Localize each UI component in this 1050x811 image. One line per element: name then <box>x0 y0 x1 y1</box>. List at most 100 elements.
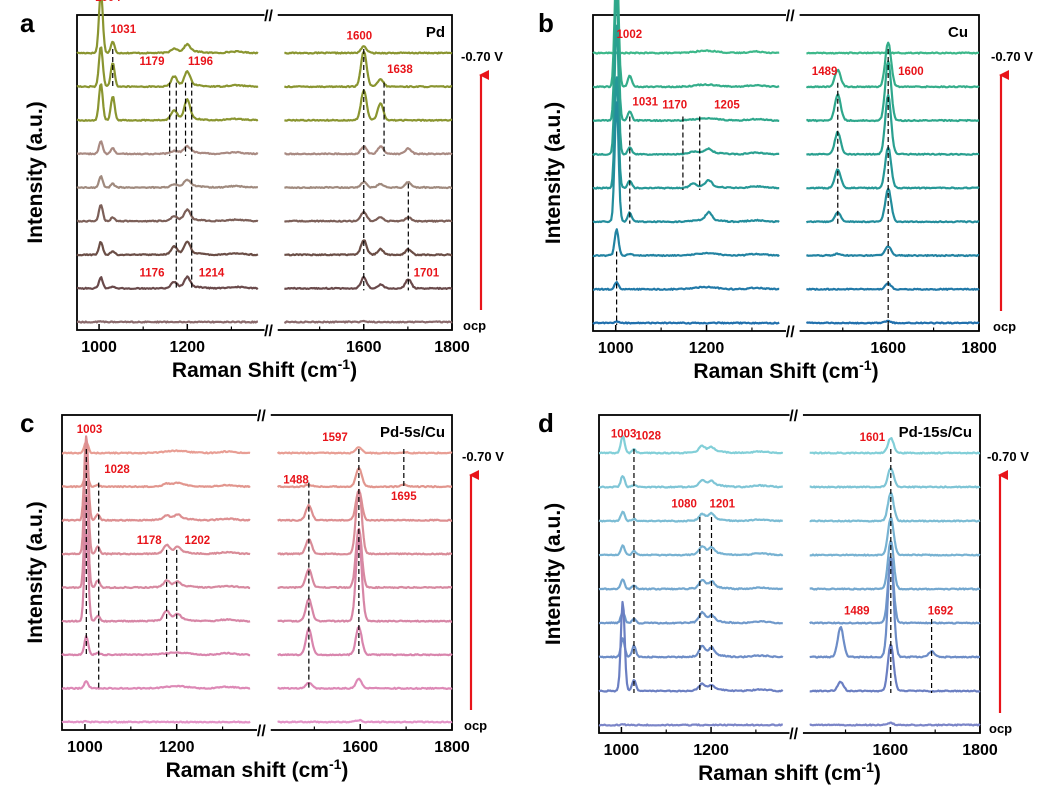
break-symbol-top: // <box>786 8 795 25</box>
panel-letter-b: b <box>538 8 554 38</box>
spectrum-b-row-6-seg-1 <box>806 245 980 258</box>
peak-label-d-5: 1489 <box>844 606 870 618</box>
break-symbol-bottom: // <box>789 726 798 743</box>
spectrum-b-row-3-seg-1 <box>806 93 980 156</box>
spectrum-a-row-4-seg-0 <box>76 175 258 190</box>
break-symbol-bottom: // <box>264 323 273 340</box>
peak-label-c-0: 1003 <box>77 424 103 436</box>
potential-bottom-label: ocp <box>993 319 1016 334</box>
spectrum-a-row-6-seg-0 <box>76 240 259 257</box>
peak-label-d-2: 1080 <box>671 498 697 510</box>
panel-c: c Intensity (a.u.) Raman shift (cm-1) Pd… <box>20 408 504 782</box>
xlabel-d: Raman shift (cm-1) <box>698 759 881 785</box>
spectrum-c-row-2-seg-1 <box>277 490 453 522</box>
x-tick-label: 1800 <box>962 742 998 759</box>
peak-label-b-3: 1205 <box>714 100 740 112</box>
x-tick-label: 1600 <box>870 340 906 357</box>
panel-letter-c: c <box>20 408 34 438</box>
panel-title-d: Pd-15s/Cu <box>899 424 972 441</box>
x-tick-label: 1200 <box>159 739 195 756</box>
peak-label-a-3: 1196 <box>188 56 213 68</box>
spectrum-d-row-4-seg-1 <box>809 540 981 591</box>
spectrum-b-row-3-seg-0 <box>592 24 780 156</box>
spectrum-a-row-8-seg-1 <box>283 319 453 324</box>
spectrum-b-row-8-seg-0 <box>592 320 780 325</box>
axis-break-gap <box>257 409 271 736</box>
axis-break-gap <box>789 409 803 739</box>
spectrum-b-row-7-seg-1 <box>806 282 980 291</box>
ylabel-c: Intensity (a.u.) <box>24 501 47 643</box>
spectrum-d-row-6-seg-1 <box>809 556 980 659</box>
x-tick-label: 1800 <box>434 339 470 356</box>
peak-label-a-4: 1600 <box>347 31 373 43</box>
spectrum-d-row-8-seg-1 <box>809 721 981 727</box>
ylabel-b: Intensity (a.u.) <box>542 102 565 244</box>
potential-bottom-label: ocp <box>464 718 487 733</box>
spectrum-d-row-3-seg-1 <box>809 517 981 557</box>
spectrum-c-row-2-seg-0 <box>61 435 251 522</box>
spectrum-c-row-0-seg-0 <box>61 440 251 455</box>
peak-label-c-1: 1028 <box>104 464 130 476</box>
spectrum-b-row-1-seg-0 <box>592 0 780 89</box>
x-tick-label: 1600 <box>346 339 382 356</box>
spectrum-d-row-5-seg-0 <box>598 610 783 625</box>
peak-label-a-5: 1638 <box>387 64 413 76</box>
spectrum-b-row-6-seg-0 <box>592 228 780 258</box>
spectrum-a-row-8-seg-0 <box>76 320 259 324</box>
peak-label-b-5: 1600 <box>898 66 924 78</box>
spectrum-d-row-0-seg-0 <box>599 435 784 455</box>
break-symbol-top: // <box>264 8 273 25</box>
spectrum-d-row-2-seg-0 <box>598 510 783 523</box>
potential-top-label: -0.70 V <box>461 49 503 64</box>
spectrum-d-row-1-seg-0 <box>598 475 783 489</box>
break-symbol-bottom: // <box>257 723 266 740</box>
potential-bottom-label: ocp <box>463 318 486 333</box>
spectrum-b-row-5-seg-1 <box>805 187 980 224</box>
spectrum-a-row-3-seg-1 <box>284 145 453 156</box>
spectrum-c-row-1-seg-0 <box>61 470 251 489</box>
peak-label-a-6: 1176 <box>140 268 165 280</box>
panel-b: b Intensity (a.u.) Raman Shift (cm-1) Cu… <box>538 0 1033 383</box>
potential-bottom-label: ocp <box>989 721 1012 736</box>
spectrum-b-row-4-seg-1 <box>806 146 980 190</box>
spectrum-a-row-0-seg-1 <box>284 45 453 55</box>
break-symbol-bottom: // <box>786 324 795 341</box>
spectrum-d-row-0-seg-1 <box>809 437 981 455</box>
potential-top-label: -0.70 V <box>462 449 504 464</box>
spectrum-c-row-3-seg-0 <box>61 451 251 556</box>
x-tick-label: 1000 <box>604 742 640 759</box>
spectrum-a-row-5-seg-1 <box>284 210 453 223</box>
spectrum-a-row-1-seg-0 <box>76 46 259 89</box>
spectrum-c-row-5-seg-1 <box>277 537 452 623</box>
peak-label-c-2: 1178 <box>137 535 163 547</box>
peak-label-a-1: 1031 <box>111 24 137 36</box>
x-tick-label: 1200 <box>689 340 725 357</box>
peak-label-d-4: 1601 <box>860 432 886 444</box>
spectrum-b-row-8-seg-1 <box>805 319 980 325</box>
panel-letter-a: a <box>20 8 35 38</box>
xlabel-c: Raman shift (cm-1) <box>166 756 349 782</box>
potential-top-label: -0.70 V <box>991 49 1033 64</box>
break-symbol-top: // <box>789 408 798 425</box>
spectrum-b-row-0-seg-0 <box>592 49 780 55</box>
spectrum-c-row-7-seg-0 <box>61 680 251 690</box>
panel-d: d Intensity (a.u.) Raman shift (cm-1) Pd… <box>538 408 1029 785</box>
peak-label-c-6: 1695 <box>391 491 417 503</box>
x-tick-label: 1800 <box>434 739 470 756</box>
ylabel-text-d: Intensity (a.u.) <box>542 503 565 645</box>
peak-label-b-0: 1002 <box>617 29 643 41</box>
spectrum-c-row-1-seg-1 <box>276 467 452 489</box>
panel-a: a Intensity (a.u.) Raman Shift (cm-1) Pd… <box>20 0 503 382</box>
spectrum-d-row-1-seg-1 <box>809 467 981 489</box>
peak-label-a-2: 1179 <box>140 56 165 68</box>
peak-label-a-8: 1701 <box>414 268 440 280</box>
spectrum-a-row-4-seg-1 <box>284 180 452 190</box>
spectrum-c-row-7-seg-1 <box>277 677 453 690</box>
spectrum-a-row-2-seg-0 <box>76 83 259 122</box>
panel-letter-d: d <box>538 408 554 438</box>
x-tick-label: 1000 <box>81 339 117 356</box>
x-tick-label: 1200 <box>169 339 205 356</box>
peak-label-d-1: 1028 <box>636 430 662 442</box>
spectrum-d-row-6-seg-0 <box>598 637 784 659</box>
